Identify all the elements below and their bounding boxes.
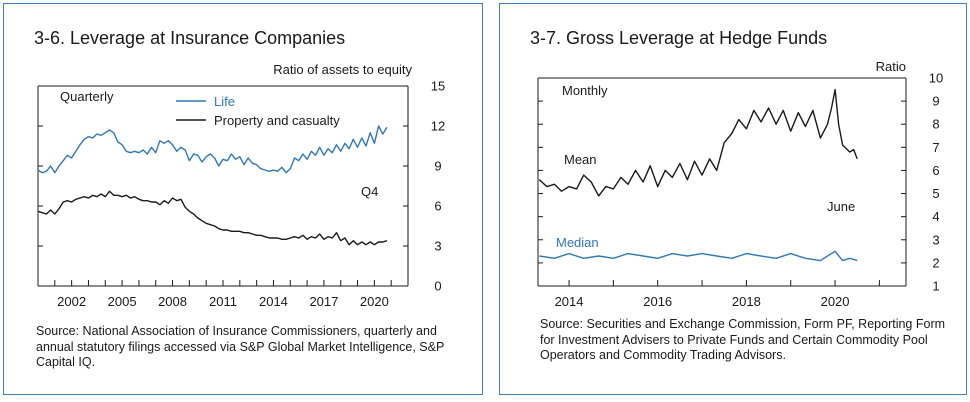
x-tick-label: 2014 [259, 294, 288, 309]
x-tick-label: 2016 [643, 294, 672, 309]
y-tick-label: 6 [434, 199, 441, 214]
insurance-leverage-chart: 0 3 6 9 12 15 2002 2005 2008 2011 2014 2017 2020 Rati… [37, 62, 445, 309]
y-tick-label: 4 [932, 209, 939, 224]
hedge-fund-leverage-chart: 1 2 3 4 5 6 7 8 9 10 2014 2016 2018 2020 Ratio Monthly M… [537, 59, 943, 309]
source-note: Source: National Association of Insuranc… [36, 324, 445, 369]
y-tick-label: 6 [932, 163, 939, 178]
life-series-line [37, 125, 388, 174]
y-axis-title: Ratio of assets to equity [273, 62, 412, 77]
property-and-casualty-series-line [37, 190, 388, 246]
hedge-fund-leverage-panel: 3-7. Gross Leverage at Hedge Funds 1 2 3 4 5… [499, 3, 967, 395]
y-tick-label: 9 [434, 159, 441, 174]
x-tick-label: 2020 [360, 294, 389, 309]
end-period-label: June [827, 199, 855, 214]
insurance-leverage-panel: 3-6. Leverage at Insurance Companies 0 3 6… [3, 3, 483, 395]
x-tick-label: 2002 [57, 294, 86, 309]
x-tick-label: 2011 [209, 294, 237, 309]
x-tick-label: 2008 [158, 294, 187, 309]
y-axis-title: Ratio [876, 59, 906, 74]
y-tick-label: 5 [932, 186, 939, 201]
median-series-line [539, 250, 858, 262]
x-tick-label: 2014 [555, 294, 584, 309]
y-tick-label: 7 [932, 140, 939, 155]
y-tick-label: 0 [434, 279, 441, 294]
y-tick-label: 3 [434, 239, 441, 254]
legend-label-property-casualty: Property and casualty [214, 113, 340, 128]
y-tick-label: 2 [932, 255, 939, 270]
y-tick-label: 3 [932, 232, 939, 247]
x-tick-label: 2005 [108, 294, 137, 309]
chart-title: 3-7. Gross Leverage at Hedge Funds [530, 28, 828, 48]
x-tick-label: 2020 [821, 294, 850, 309]
end-period-label: Q4 [361, 184, 378, 199]
y-tick-label: 15 [431, 79, 445, 94]
y-tick-label: 9 [932, 94, 939, 109]
series-label-mean: Mean [564, 152, 597, 167]
legend-label-life: Life [214, 94, 235, 109]
y-tick-label: 1 [932, 279, 939, 294]
frequency-label: Quarterly [60, 89, 114, 104]
y-tick-label: 10 [929, 71, 943, 86]
source-note: Source: Securities and Exchange Commissi… [540, 317, 946, 362]
y-tick-label: 8 [932, 117, 939, 132]
frequency-label: Monthly [562, 83, 608, 98]
x-tick-label: 2018 [732, 294, 761, 309]
series-label-median: Median [556, 235, 599, 250]
y-tick-label: 12 [431, 119, 445, 134]
mean-series-line [538, 88, 858, 197]
chart-title: 3-6. Leverage at Insurance Companies [34, 28, 346, 48]
x-tick-label: 2017 [309, 294, 338, 309]
